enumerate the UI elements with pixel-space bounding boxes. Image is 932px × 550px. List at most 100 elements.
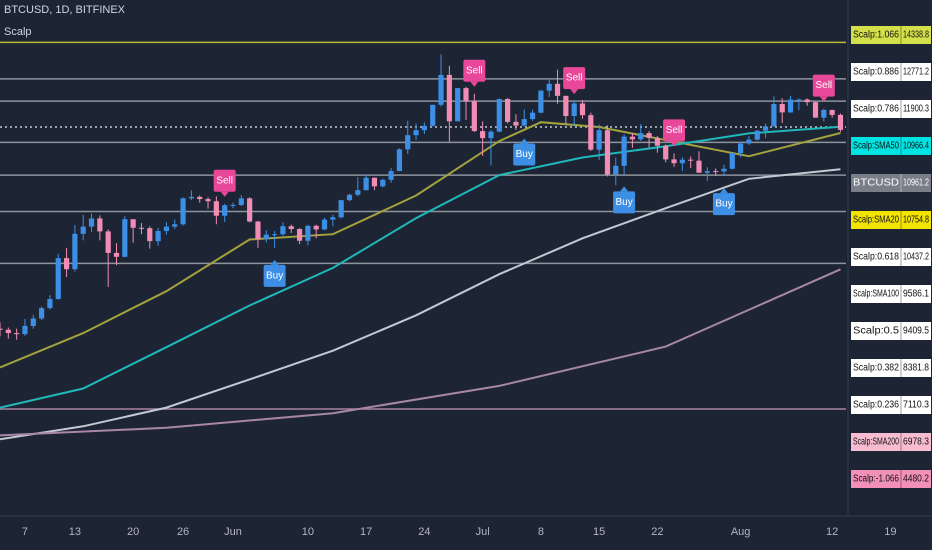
signal-label: Sell	[466, 65, 483, 76]
price-label-value: 4480.2	[903, 474, 929, 485]
price-label: Scalp:0.236 7110.3	[851, 396, 931, 414]
candle-body	[729, 153, 735, 169]
price-label-name: Scalp:-1.066	[853, 474, 899, 485]
x-tick-label: 10	[302, 526, 314, 538]
signal-pointer	[819, 96, 828, 102]
candle-body	[505, 98, 511, 122]
x-tick-label: Jul	[476, 526, 490, 538]
price-label-value: 10754.8	[903, 215, 929, 226]
candle-body	[330, 217, 336, 220]
candle-body	[629, 136, 636, 140]
buy-signal: Buy	[513, 138, 536, 166]
candle-body	[39, 308, 45, 319]
x-tick-label: Jun	[224, 526, 242, 538]
candle-body	[529, 112, 536, 120]
candle-body	[296, 228, 303, 241]
candle-body	[421, 125, 427, 131]
candle-body	[721, 168, 727, 172]
price-label-box	[851, 137, 931, 155]
price-label-name: Scalp:0.236	[853, 400, 899, 411]
candle-body	[22, 325, 28, 335]
signal-pointer	[570, 89, 579, 95]
candle-body	[197, 196, 203, 200]
candle-body	[138, 227, 145, 229]
price-label-box	[851, 285, 931, 303]
candle-body	[546, 83, 552, 91]
candle-body	[696, 160, 702, 173]
candle-body	[488, 131, 494, 139]
price-label: Scalp:-1.066 4480.2	[851, 470, 931, 488]
price-label: Scalp:SMA50 10966.4	[851, 137, 931, 155]
price-label: Scalp:0.886 12771.2	[851, 63, 931, 81]
price-label: BTCUSD 10961.2	[851, 174, 931, 192]
price-label-box	[851, 433, 931, 451]
sell-signal: Sell	[463, 59, 486, 87]
x-tick-label: 22	[651, 526, 663, 538]
signal-label: Sell	[566, 73, 583, 84]
candle-body	[371, 177, 378, 187]
candle-body	[230, 204, 236, 206]
candle-body	[430, 104, 436, 126]
signal-pointer	[620, 186, 629, 192]
price-label-name: Scalp:0.786	[853, 104, 899, 115]
x-tick-label: 26	[177, 526, 189, 538]
candle-body	[280, 226, 286, 235]
candle-body	[787, 99, 794, 113]
signal-box	[263, 264, 286, 287]
candle-body	[713, 171, 719, 173]
price-label-name: Scalp:1.066	[853, 30, 899, 41]
price-label-value: 10961.2	[903, 178, 929, 189]
price-label-value: 9586.1	[903, 289, 929, 300]
signal-label: Buy	[615, 197, 632, 208]
price-label-name: BTCUSD	[853, 178, 899, 189]
candle-body	[80, 226, 86, 234]
price-label-box	[851, 100, 931, 118]
candle-body	[554, 83, 561, 96]
signal-pointer	[270, 259, 279, 265]
signal-box	[613, 191, 636, 214]
sell-signal: Sell	[213, 169, 236, 197]
price-label-box	[851, 396, 931, 414]
price-label-name: Scalp:0.5	[853, 326, 899, 337]
candle-body	[222, 205, 228, 216]
candle-body	[579, 103, 586, 116]
candle-body	[513, 121, 519, 126]
price-label: Scalp:SMA20 10754.8	[851, 211, 931, 229]
signal-box	[663, 119, 686, 142]
candle-body	[188, 196, 194, 199]
price-label-box	[851, 211, 931, 229]
candle-body	[688, 159, 694, 161]
sell-signal: Sell	[663, 119, 686, 147]
candle-body	[147, 228, 153, 242]
candle-body	[746, 139, 752, 144]
price-label-name: Scalp:0.618	[853, 252, 899, 263]
price-label: Scalp:SMA200 6978.3	[851, 433, 931, 451]
candle-body	[355, 190, 361, 195]
x-tick-label: Aug	[731, 526, 751, 538]
candle-body	[413, 130, 419, 136]
candle-body	[621, 136, 627, 166]
price-label: Scalp:SMA100 9586.1	[851, 285, 931, 303]
candle-body	[30, 318, 36, 326]
signal-pointer	[520, 138, 529, 144]
candle-body	[88, 218, 95, 227]
price-label-value: 10966.4	[903, 141, 929, 152]
candle-body	[455, 88, 461, 122]
candle-body	[471, 101, 477, 132]
candle-body	[247, 198, 253, 222]
candle-body	[779, 104, 785, 113]
signal-box	[463, 59, 486, 82]
signal-label: Sell	[666, 125, 683, 136]
candle-body	[272, 234, 278, 236]
candle-body	[762, 126, 769, 131]
candle-body	[213, 201, 219, 216]
candle-body	[313, 225, 319, 230]
signal-label: Buy	[266, 270, 283, 281]
candle-body	[180, 198, 186, 225]
price-label-name: Scalp:SMA20	[853, 215, 899, 226]
candle-body	[155, 230, 161, 242]
candle-body	[305, 225, 311, 241]
price-label-box	[851, 63, 931, 81]
price-label-value: 11900.3	[903, 104, 929, 115]
